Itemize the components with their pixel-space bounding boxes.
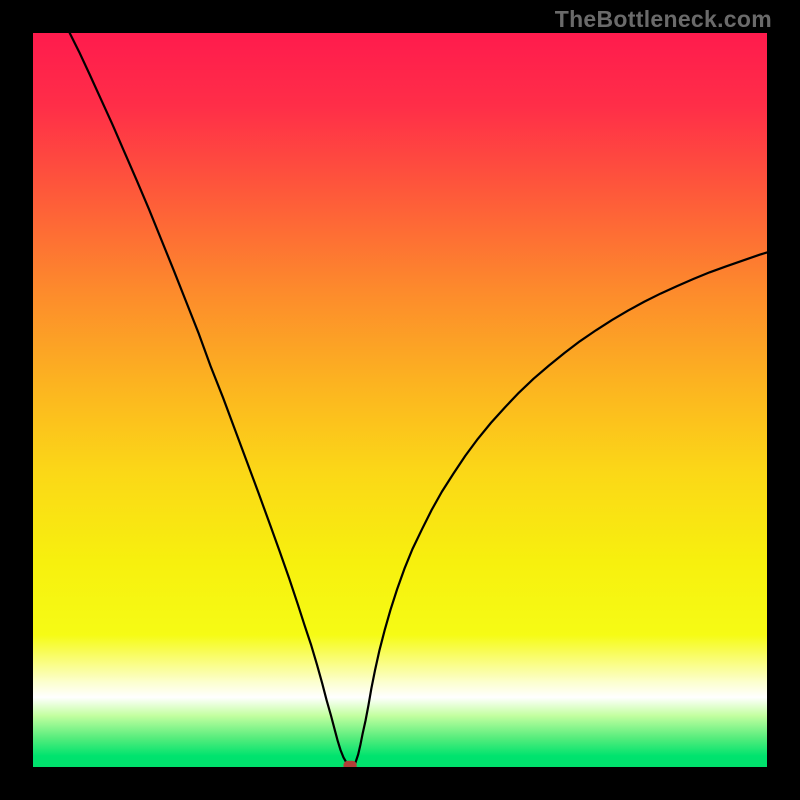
chart-frame: TheBottleneck.com bbox=[0, 0, 800, 800]
gradient-background bbox=[33, 33, 767, 767]
plot-svg bbox=[33, 33, 767, 767]
plot-area bbox=[33, 33, 767, 767]
watermark-text: TheBottleneck.com bbox=[555, 6, 772, 33]
minimum-marker bbox=[343, 761, 356, 767]
